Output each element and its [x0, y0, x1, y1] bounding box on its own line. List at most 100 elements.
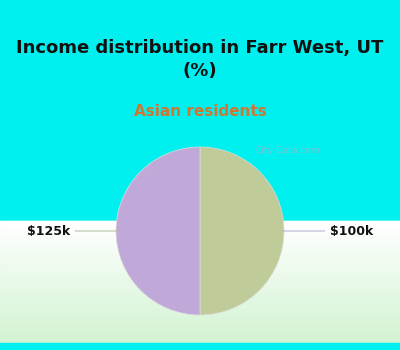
- Bar: [0, 284, 400, 285]
- Bar: [0, 289, 400, 290]
- Bar: [0, 243, 400, 244]
- Bar: [0, 335, 400, 336]
- Bar: [0, 340, 400, 341]
- Bar: [0, 280, 400, 281]
- Bar: [0, 288, 400, 289]
- Bar: [0, 329, 400, 330]
- Bar: [0, 281, 400, 282]
- Bar: [0, 315, 400, 316]
- Bar: [0, 274, 400, 275]
- Bar: [0, 339, 400, 340]
- Bar: [0, 291, 400, 292]
- Text: $100k: $100k: [282, 224, 374, 238]
- Bar: [0, 245, 400, 246]
- Bar: [0, 279, 400, 280]
- Bar: [0, 226, 400, 227]
- Bar: [0, 322, 400, 323]
- Bar: [0, 320, 400, 321]
- Bar: [0, 338, 400, 339]
- Bar: [0, 234, 400, 235]
- Text: Asian residents: Asian residents: [134, 105, 266, 119]
- Bar: [0, 272, 400, 273]
- Bar: [0, 258, 400, 259]
- Bar: [0, 314, 400, 315]
- Bar: [0, 285, 400, 286]
- Bar: [0, 342, 400, 343]
- Bar: [0, 262, 400, 263]
- Bar: [0, 283, 400, 284]
- Bar: [0, 337, 400, 338]
- Bar: [0, 332, 400, 333]
- Wedge shape: [200, 147, 284, 315]
- Bar: [0, 269, 400, 270]
- Bar: [0, 0, 400, 220]
- Bar: [0, 233, 400, 234]
- Bar: [0, 282, 400, 283]
- Bar: [0, 290, 400, 291]
- Bar: [0, 265, 400, 266]
- Bar: [0, 275, 400, 276]
- Bar: [0, 223, 400, 224]
- Bar: [0, 240, 400, 241]
- Wedge shape: [116, 147, 200, 315]
- Bar: [0, 254, 400, 255]
- Bar: [0, 296, 400, 297]
- Bar: [0, 318, 400, 319]
- Bar: [0, 293, 400, 294]
- Bar: [0, 333, 400, 334]
- Bar: [0, 334, 400, 335]
- Bar: [0, 321, 400, 322]
- Text: $125k: $125k: [26, 224, 118, 238]
- Bar: [0, 260, 400, 261]
- Bar: [0, 295, 400, 296]
- Bar: [0, 306, 400, 307]
- Bar: [0, 302, 400, 303]
- Bar: [0, 292, 400, 293]
- Bar: [0, 336, 400, 337]
- Bar: [0, 237, 400, 238]
- Bar: [0, 229, 400, 230]
- Bar: [0, 287, 400, 288]
- Bar: [0, 225, 400, 226]
- Bar: [0, 301, 400, 302]
- Bar: [0, 330, 400, 331]
- Bar: [0, 268, 400, 269]
- Bar: [0, 303, 400, 304]
- Bar: [0, 308, 400, 309]
- Bar: [0, 231, 400, 232]
- Bar: [0, 341, 400, 342]
- Bar: [0, 277, 400, 278]
- Bar: [0, 276, 400, 277]
- Bar: [0, 264, 400, 265]
- Bar: [0, 325, 400, 326]
- Bar: [0, 263, 400, 264]
- Bar: [0, 270, 400, 271]
- Bar: [0, 253, 400, 254]
- Bar: [0, 310, 400, 311]
- Bar: [0, 294, 400, 295]
- Bar: [0, 239, 400, 240]
- Bar: [0, 327, 400, 328]
- Bar: [0, 311, 400, 312]
- Bar: [0, 323, 400, 324]
- Bar: [0, 247, 400, 248]
- Bar: [0, 220, 400, 221]
- Bar: [0, 249, 400, 250]
- Bar: [0, 222, 400, 223]
- Bar: [0, 343, 400, 350]
- Bar: [0, 278, 400, 279]
- Bar: [0, 259, 400, 260]
- Bar: [0, 235, 400, 236]
- Bar: [0, 271, 400, 272]
- Bar: [0, 224, 400, 225]
- Text: City-Data.com: City-Data.com: [256, 146, 320, 155]
- Bar: [0, 286, 400, 287]
- Bar: [0, 241, 400, 242]
- Bar: [0, 248, 400, 249]
- Bar: [0, 252, 400, 253]
- Bar: [0, 273, 400, 274]
- Bar: [0, 221, 400, 222]
- Bar: [0, 298, 400, 299]
- Bar: [0, 232, 400, 233]
- Bar: [0, 244, 400, 245]
